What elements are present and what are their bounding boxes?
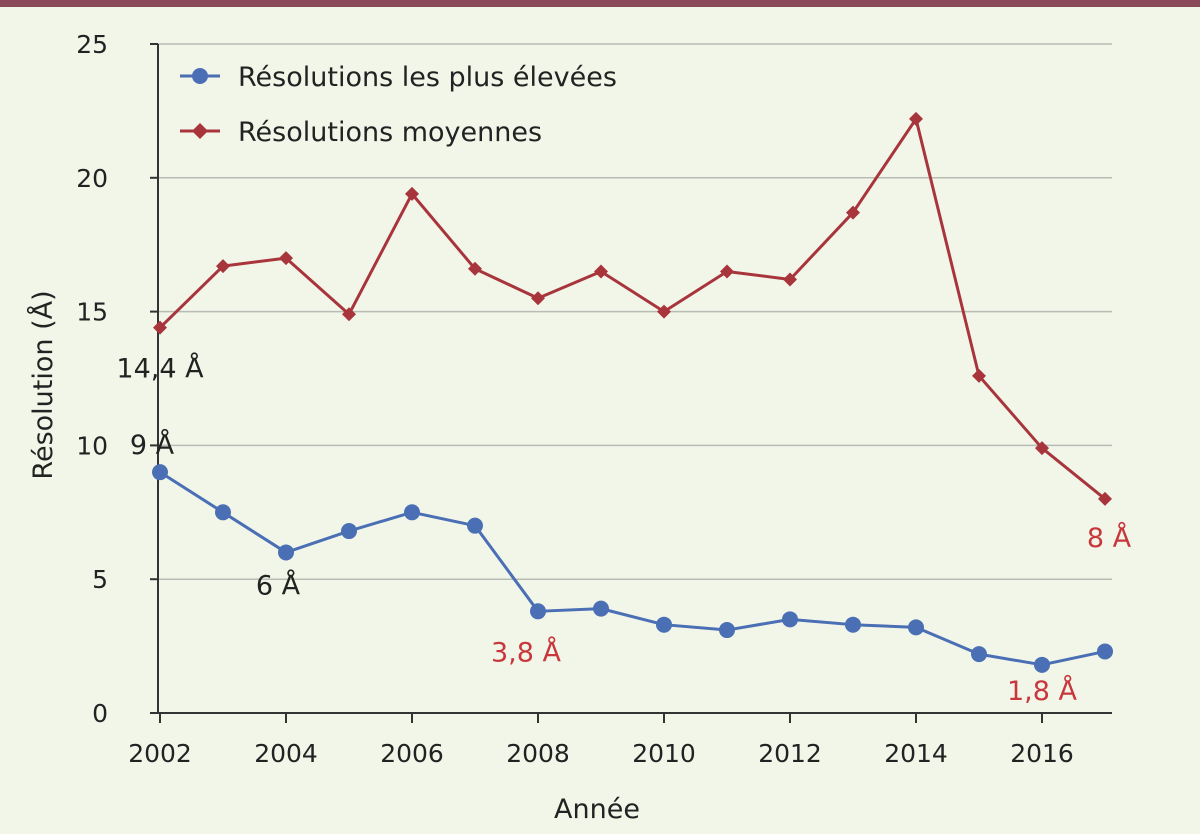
legend-label-highest: Résolutions les plus élevées [238,62,617,93]
data-point [846,205,860,220]
data-point [783,272,797,287]
legend-marker-highest [192,68,208,84]
y-ticks: 0 5 10 15 20 25 [76,30,158,728]
y-tick-label: 10 [76,431,108,460]
series-0 [152,464,1113,673]
x-tick-label: 2016 [1010,739,1074,768]
annotation-label: 1,8 Å [1007,675,1078,707]
data-point [279,251,293,266]
data-point [153,320,167,335]
y-tick-label: 25 [76,30,108,59]
x-tick-label: 2006 [380,739,444,768]
data-point [1098,491,1112,506]
annotation-label: 9 Å [130,429,175,461]
data-point [216,259,230,274]
annotation-label: 14,4 Å [116,353,204,385]
annotation-label: 6 Å [256,569,301,601]
y-tick-label: 0 [92,699,108,728]
data-point [593,600,609,617]
series-line [159,470,1106,667]
series-line [158,117,1106,501]
x-ticks: 2002 2004 2006 2008 2010 2012 2014 2016 [128,713,1074,768]
data-point [531,291,545,306]
grid [150,43,1112,580]
series-1 [153,111,1112,506]
series-group [152,111,1113,673]
legend-marker-average [192,123,208,139]
data-point [908,619,924,636]
y-tick-label: 5 [92,565,108,594]
annotation-label: 3,8 Å [491,636,562,668]
x-tick-label: 2012 [758,739,822,768]
data-point [594,264,608,279]
data-point [405,186,419,201]
x-tick-label: 2004 [254,739,318,768]
data-point [341,523,357,540]
x-tick-label: 2014 [884,739,948,768]
y-tick-label: 20 [76,164,108,193]
axes [157,44,1112,714]
data-point [530,603,546,620]
data-point [1097,643,1113,660]
x-tick-label: 2008 [506,739,570,768]
annotation-label: 8 Å [1087,522,1132,554]
data-point [342,307,356,322]
legend-label-average: Résolutions moyennes [238,117,542,148]
data-point [782,611,798,628]
data-point [278,544,294,561]
data-point [467,517,483,534]
data-point [971,646,987,663]
data-point [845,616,861,633]
y-axis-title: Résolution (Å) [27,290,59,479]
x-axis-title: Année [554,794,640,825]
data-point [404,504,420,521]
data-point [909,111,923,126]
y-tick-label: 15 [76,298,108,327]
data-point [1035,441,1049,456]
data-point [657,304,671,319]
data-point [1034,656,1050,673]
data-point [719,622,735,639]
data-point [468,261,482,276]
data-point [720,264,734,279]
legend: Résolutions les plus élevées Résolutions… [180,62,617,148]
x-tick-label: 2002 [128,739,192,768]
data-point [656,616,672,633]
top-bar [0,0,1200,7]
data-point [972,368,986,383]
data-point [152,464,168,481]
data-point [215,504,231,521]
x-tick-label: 2010 [632,739,696,768]
annotations: 14,4 Å 9 Å 6 Å 3,8 Å 1,8 Å 8 Å [116,353,1131,707]
legend-item-average: Résolutions moyennes [180,117,542,148]
legend-item-highest: Résolutions les plus élevées [180,62,617,93]
